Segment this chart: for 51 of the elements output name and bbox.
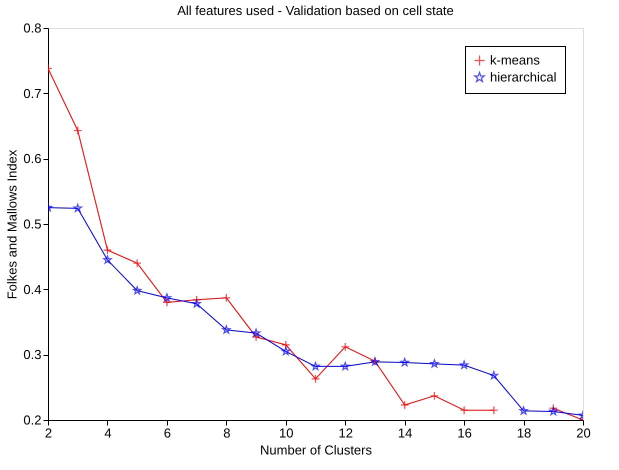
point bbox=[281, 340, 290, 350]
point bbox=[222, 293, 231, 302]
y-axis-title: Folkes and Mallows Index bbox=[4, 149, 20, 300]
x-tick-label: 18 bbox=[516, 426, 532, 440]
legend-label: hierarchical bbox=[490, 70, 557, 84]
point bbox=[340, 362, 350, 370]
point bbox=[430, 359, 439, 368]
point bbox=[192, 295, 202, 304]
point bbox=[460, 360, 468, 369]
point bbox=[103, 255, 112, 264]
x-tick-label: 10 bbox=[279, 426, 294, 440]
x-axis-title: Number of Clusters bbox=[260, 442, 372, 458]
point bbox=[102, 246, 112, 255]
point bbox=[162, 298, 172, 307]
point bbox=[222, 325, 231, 334]
point bbox=[489, 406, 498, 415]
chart-title: All features used - Validation based on cell state bbox=[177, 3, 454, 18]
point bbox=[73, 204, 82, 212]
point bbox=[252, 328, 260, 337]
x-tick-label: 6 bbox=[164, 426, 172, 440]
point bbox=[490, 371, 498, 380]
x-tick-label: 8 bbox=[223, 426, 230, 440]
point bbox=[519, 406, 528, 415]
y-tick-label: 0.5 bbox=[23, 216, 42, 232]
y-tick-label: 0.3 bbox=[23, 347, 42, 362]
point bbox=[340, 342, 350, 352]
point bbox=[548, 404, 558, 413]
x-tick-label: 20 bbox=[576, 426, 591, 440]
point bbox=[460, 406, 469, 415]
point bbox=[132, 286, 142, 294]
point bbox=[311, 362, 320, 370]
x-tick-label: 2 bbox=[44, 426, 52, 440]
y-tick-label: 0.2 bbox=[23, 412, 42, 428]
point bbox=[252, 332, 261, 342]
point bbox=[400, 400, 410, 410]
point bbox=[311, 374, 320, 384]
point bbox=[430, 391, 439, 400]
point bbox=[132, 258, 142, 268]
legend-label: k-means bbox=[490, 52, 540, 68]
point bbox=[281, 346, 290, 356]
y-tick-label: 0.6 bbox=[23, 151, 42, 166]
x-tick-label: 14 bbox=[398, 426, 412, 440]
y-tick-label: 0.4 bbox=[23, 282, 42, 297]
point bbox=[162, 293, 172, 302]
y-tick-label: 0.8 bbox=[23, 20, 42, 36]
x-tick-label: 4 bbox=[104, 426, 112, 440]
point bbox=[73, 126, 82, 136]
point bbox=[192, 299, 201, 308]
y-tick-label: 0.7 bbox=[23, 86, 42, 101]
x-tick-label: 16 bbox=[457, 426, 472, 440]
x-tick-label: 12 bbox=[338, 426, 353, 440]
